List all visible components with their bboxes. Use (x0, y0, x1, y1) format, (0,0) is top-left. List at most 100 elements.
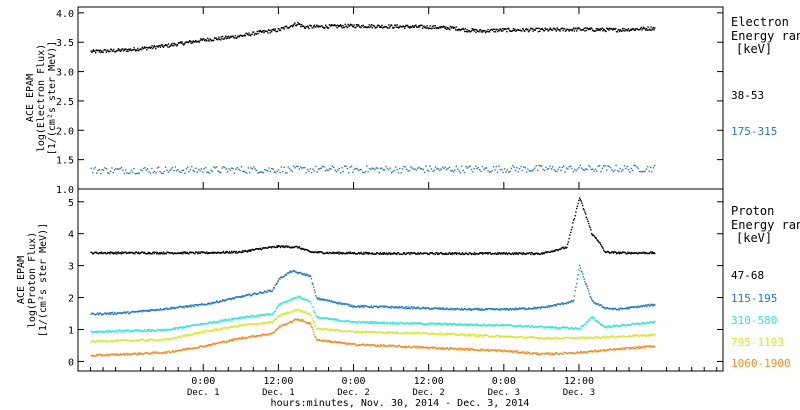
data-point (394, 307, 396, 309)
data-point (240, 295, 242, 298)
data-point (606, 327, 608, 329)
data-point (344, 165, 346, 167)
data-point (249, 293, 251, 296)
data-point (443, 348, 446, 350)
data-point (469, 309, 471, 311)
data-point (492, 28, 494, 30)
data-point (467, 335, 469, 337)
data-point (387, 306, 389, 308)
data-point (576, 30, 578, 32)
data-point (131, 171, 134, 173)
data-point (591, 29, 594, 31)
data-point (376, 331, 379, 333)
data-point (307, 26, 310, 28)
data-point (531, 336, 533, 338)
data-point (137, 352, 140, 354)
data-point (440, 308, 443, 310)
data-point (509, 252, 511, 255)
data-point (547, 251, 549, 253)
data-point (201, 251, 204, 254)
data-point (388, 169, 390, 171)
data-point (226, 319, 228, 321)
data-point (588, 337, 591, 339)
data-point (457, 252, 459, 255)
data-point (606, 251, 608, 253)
data-point (479, 348, 482, 350)
data-point (277, 28, 279, 30)
data-point (536, 352, 539, 354)
data-point (475, 324, 477, 327)
data-point (356, 25, 358, 27)
data-point (229, 169, 232, 171)
data-point (337, 330, 339, 332)
data-point (266, 313, 268, 316)
data-point (322, 252, 325, 255)
data-point (480, 309, 482, 312)
data-point (457, 334, 459, 336)
data-point (636, 347, 639, 349)
data-point (233, 339, 235, 341)
data-point (116, 353, 119, 355)
data-point (265, 291, 267, 293)
data-point (544, 338, 546, 340)
data-point (414, 25, 416, 27)
data-point (531, 353, 533, 355)
data-point (416, 345, 419, 348)
data-point (397, 27, 400, 29)
data-point (301, 167, 303, 169)
data-point (550, 28, 552, 31)
electron-legend: Electron Energy range [keV] 38-53 175-31… (731, 15, 800, 138)
data-point (521, 326, 523, 328)
data-point (635, 28, 637, 30)
data-point (178, 349, 180, 352)
data-point (481, 252, 483, 254)
data-point (527, 28, 529, 30)
data-point (435, 27, 437, 29)
data-point (436, 253, 439, 256)
data-point (636, 253, 639, 255)
data-point (108, 313, 110, 315)
data-point (412, 168, 415, 170)
data-point (221, 300, 223, 302)
data-point (244, 249, 246, 252)
data-point (590, 168, 592, 171)
data-point (416, 253, 419, 255)
data-point (232, 297, 234, 299)
data-point (153, 170, 156, 173)
data-point (594, 168, 597, 170)
data-point (194, 347, 196, 349)
data-point (92, 355, 94, 357)
data-point (344, 329, 346, 332)
data-point (618, 29, 620, 31)
data-point (129, 353, 131, 355)
data-point (110, 313, 112, 315)
data-point (112, 330, 114, 332)
data-point (497, 252, 499, 254)
data-point (616, 324, 618, 327)
data-point (405, 253, 407, 255)
data-point (411, 322, 413, 324)
data-point (214, 37, 216, 39)
data-point (226, 298, 228, 301)
data-point (581, 29, 583, 31)
data-point (296, 272, 298, 274)
data-point (636, 252, 638, 254)
data-point (623, 307, 625, 310)
data-point (313, 251, 316, 253)
data-point (197, 253, 199, 255)
data-point (370, 343, 373, 346)
data-point (429, 165, 431, 167)
data-point (603, 325, 606, 328)
data-point (417, 306, 419, 308)
data-point (355, 330, 357, 333)
data-point (173, 306, 175, 309)
data-point (404, 253, 406, 256)
data-point (626, 30, 628, 32)
data-point (440, 334, 443, 336)
data-point (437, 322, 440, 324)
data-point (268, 321, 270, 323)
data-point (536, 326, 538, 328)
data-point (211, 39, 213, 42)
data-point (637, 323, 639, 325)
data-point (152, 329, 154, 331)
